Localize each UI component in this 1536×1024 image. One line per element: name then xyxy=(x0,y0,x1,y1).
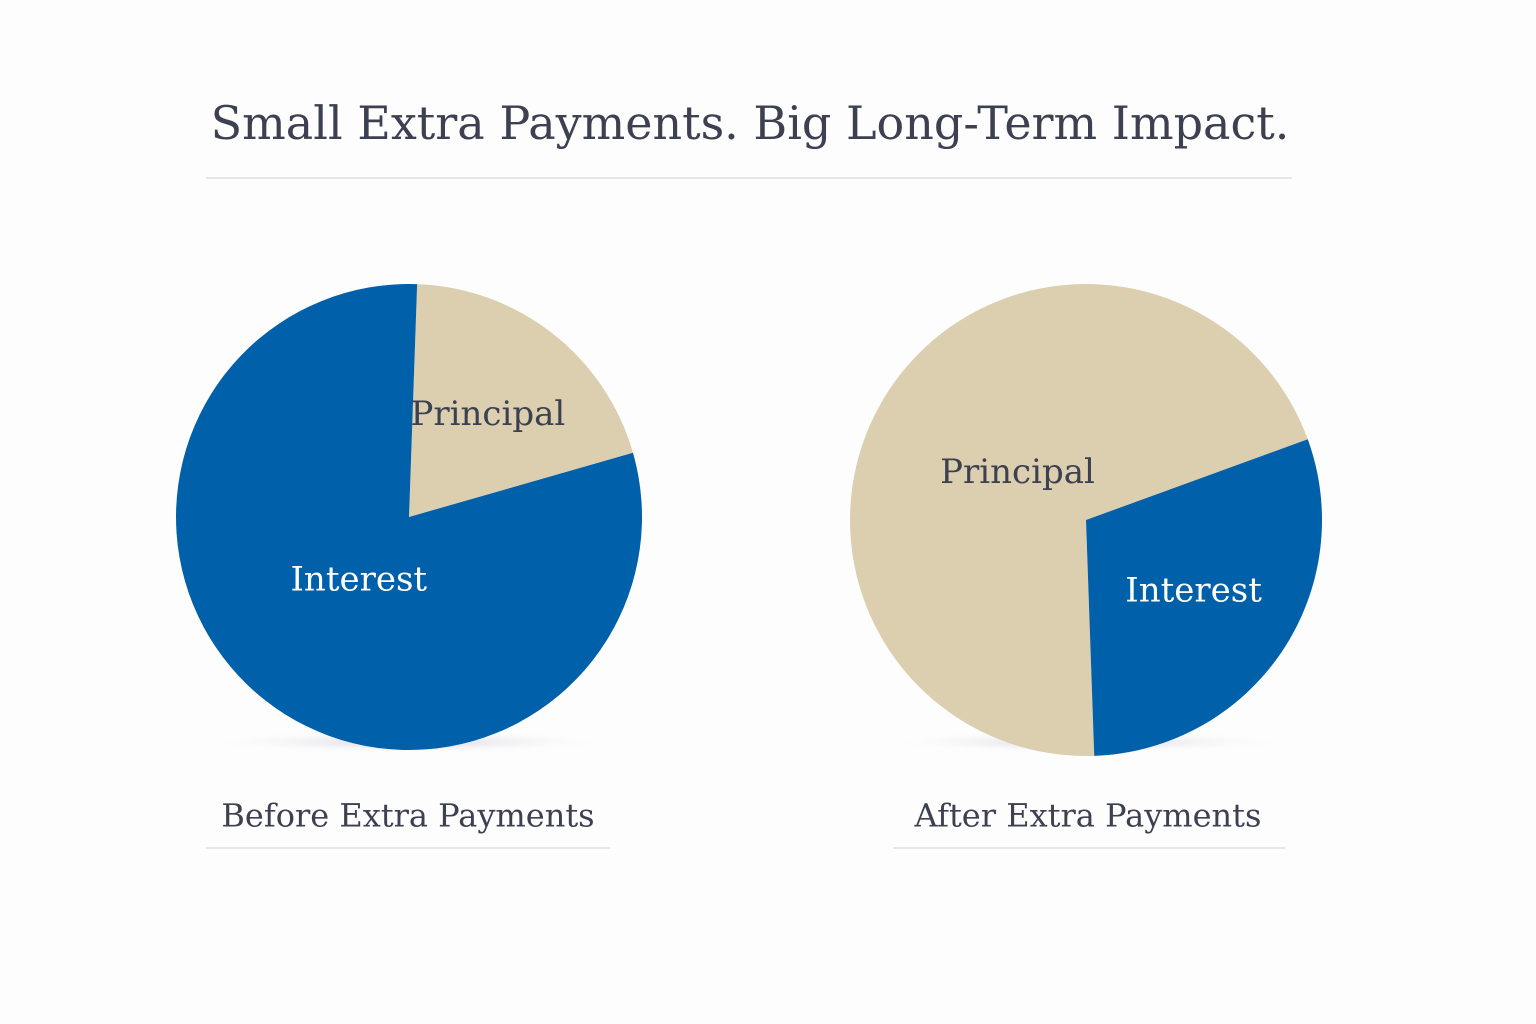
slice-label: Principal xyxy=(411,394,566,434)
pie-slice xyxy=(850,284,1308,756)
pie-slice xyxy=(409,284,633,517)
slice-label: Interest xyxy=(290,559,427,599)
pie-caption: Before Extra Payments xyxy=(221,797,594,835)
pie-slice xyxy=(176,284,642,750)
pie-caption: After Extra Payments xyxy=(914,797,1262,835)
slice-label: Interest xyxy=(1125,571,1262,611)
pie-slice xyxy=(1086,439,1322,756)
slice-label: Principal xyxy=(940,452,1095,492)
main-title: Small Extra Payments. Big Long-Term Impa… xyxy=(211,96,1290,150)
